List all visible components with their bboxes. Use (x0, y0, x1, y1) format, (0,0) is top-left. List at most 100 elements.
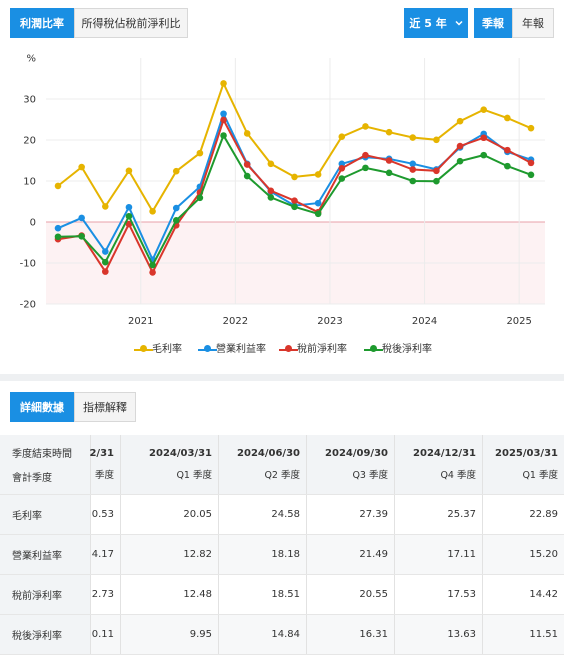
data-point (338, 175, 346, 182)
column-date: 2024/03/31 (149, 448, 212, 459)
data-point (409, 160, 417, 168)
table-cell: 24.58 (218, 495, 306, 534)
table-cell: 18.51 (218, 575, 306, 614)
legend-label: 稅後淨利率 (382, 344, 432, 355)
section-divider (0, 374, 564, 381)
legend-dot (285, 344, 292, 352)
legend-item-gross-margin[interactable]: 毛利率 (134, 343, 182, 357)
table-cell: 0.53 (90, 495, 120, 534)
table-cell: 25.37 (394, 495, 482, 534)
data-point (362, 151, 369, 159)
chart-svg: -20 -10 0 10 20 30% 2021 2022 2023 2024 2025 (20, 54, 545, 327)
data-point (456, 117, 464, 125)
table-cell: 0.11 (90, 615, 120, 654)
y-tick-label: -20 (20, 300, 36, 311)
top-toolbar: 利潤比率 所得稅佔稅前淨利比 近 5 年 季報 年報 (0, 0, 564, 46)
y-tick-label: 10 (23, 177, 36, 188)
table-cell: 15.20 (482, 535, 564, 574)
legend-dot (140, 344, 147, 352)
data-point (196, 194, 204, 202)
row-label: 毛利率 (0, 495, 90, 534)
data-point (527, 159, 535, 167)
data-point (527, 171, 535, 179)
table-cell: 16.31 (306, 615, 394, 654)
tab-tax-ratio[interactable]: 所得稅佔稅前淨利比 (74, 8, 188, 38)
data-point (78, 233, 85, 240)
tab-profit-ratio[interactable]: 利潤比率 (10, 8, 74, 38)
table-cell: 18.18 (218, 535, 306, 574)
table-cell: 13.63 (394, 615, 482, 654)
tab-quarterly[interactable]: 季報 (474, 8, 512, 38)
data-point (102, 248, 109, 255)
table-row-pretax-margin: 稅前淨利率 2.73 12.48 18.51 20.55 17.53 14.42 (0, 575, 564, 615)
profit-ratio-chart: -20 -10 0 10 20 30% 2021 2022 2023 2024 2025 (0, 46, 564, 366)
detail-tabs: 詳細數據 指標解釋 (0, 391, 564, 423)
table-cell: 12.82 (120, 535, 218, 574)
column-quarter: 季度 (94, 470, 114, 481)
data-point (149, 208, 156, 215)
legend-item-operating-margin[interactable]: 營業利益率 (198, 343, 266, 357)
data-point (102, 268, 109, 275)
data-point (267, 194, 275, 201)
data-point (338, 164, 346, 172)
data-point (125, 167, 133, 175)
data-point (409, 134, 417, 141)
data-point (149, 269, 156, 276)
header-period-end-label: 季度結束時間 (12, 449, 72, 460)
data-point (480, 106, 488, 114)
table-cell: 20.05 (120, 495, 218, 534)
data-point (385, 157, 393, 164)
period-dropdown[interactable]: 近 5 年 (404, 8, 468, 38)
data-point (172, 204, 180, 212)
tab-yearly[interactable]: 年報 (512, 8, 554, 38)
data-point (243, 172, 251, 180)
y-tick-label: -10 (20, 259, 36, 270)
data-point (125, 212, 133, 220)
x-tick-label: 2024 (412, 316, 437, 327)
table-cell: 17.11 (394, 535, 482, 574)
period-dropdown-label: 近 5 年 (409, 17, 447, 30)
data-point (504, 146, 511, 154)
legend-item-net-margin[interactable]: 稅後淨利率 (364, 343, 432, 357)
data-point (220, 80, 227, 87)
table-row-net-margin: 稅後淨利率 0.11 9.95 14.84 16.31 13.63 11.51 (0, 615, 564, 655)
data-point (54, 233, 62, 241)
tab-detail-data[interactable]: 詳細數據 (10, 392, 74, 422)
table-cell: 21.49 (306, 535, 394, 574)
tab-indicator-explanation[interactable]: 指標解釋 (74, 392, 136, 422)
data-point (480, 134, 488, 142)
table-cell: 12.48 (120, 575, 218, 614)
header-col-2: 2024/06/30 Q2 季度 (218, 435, 306, 494)
data-point (433, 136, 440, 144)
table-header-row: 季度結束時間 會計季度 2/31 季度 2024/03/31 Q1 季度 2024/… (0, 435, 564, 495)
column-date: 2025/03/31 (495, 448, 558, 459)
chart-legend: 毛利率 營業利益率 稅前淨利率 稅後淨利率 (0, 343, 564, 357)
header-col-1: 2024/03/31 Q1 季度 (120, 435, 218, 494)
table-cell: 11.51 (482, 615, 564, 654)
data-point (291, 197, 298, 204)
header-col-0: 2/31 季度 (89, 435, 120, 494)
legend-label: 營業利益率 (216, 344, 266, 355)
data-point (362, 123, 369, 130)
column-quarter: Q2 季度 (264, 470, 300, 481)
data-point (267, 187, 275, 195)
table-cell: 20.55 (306, 575, 394, 614)
y-tick-label: 30 (23, 95, 36, 106)
column-date: 2/31 (89, 448, 114, 459)
data-point (172, 217, 180, 224)
data-point (102, 203, 109, 210)
column-quarter: Q1 季度 (176, 470, 212, 481)
data-point (54, 182, 62, 190)
data-point (291, 203, 298, 211)
column-quarter: Q4 季度 (440, 470, 476, 481)
legend-dot (370, 344, 377, 352)
legend-item-pretax-margin[interactable]: 稅前淨利率 (279, 343, 347, 357)
data-point (456, 157, 464, 165)
data-point (385, 169, 393, 177)
data-point (125, 220, 133, 228)
chevron-down-icon (455, 9, 463, 39)
row-label: 營業利益率 (0, 535, 90, 574)
table-cell: 14.84 (218, 615, 306, 654)
data-point (527, 124, 535, 132)
data-point (220, 132, 227, 139)
